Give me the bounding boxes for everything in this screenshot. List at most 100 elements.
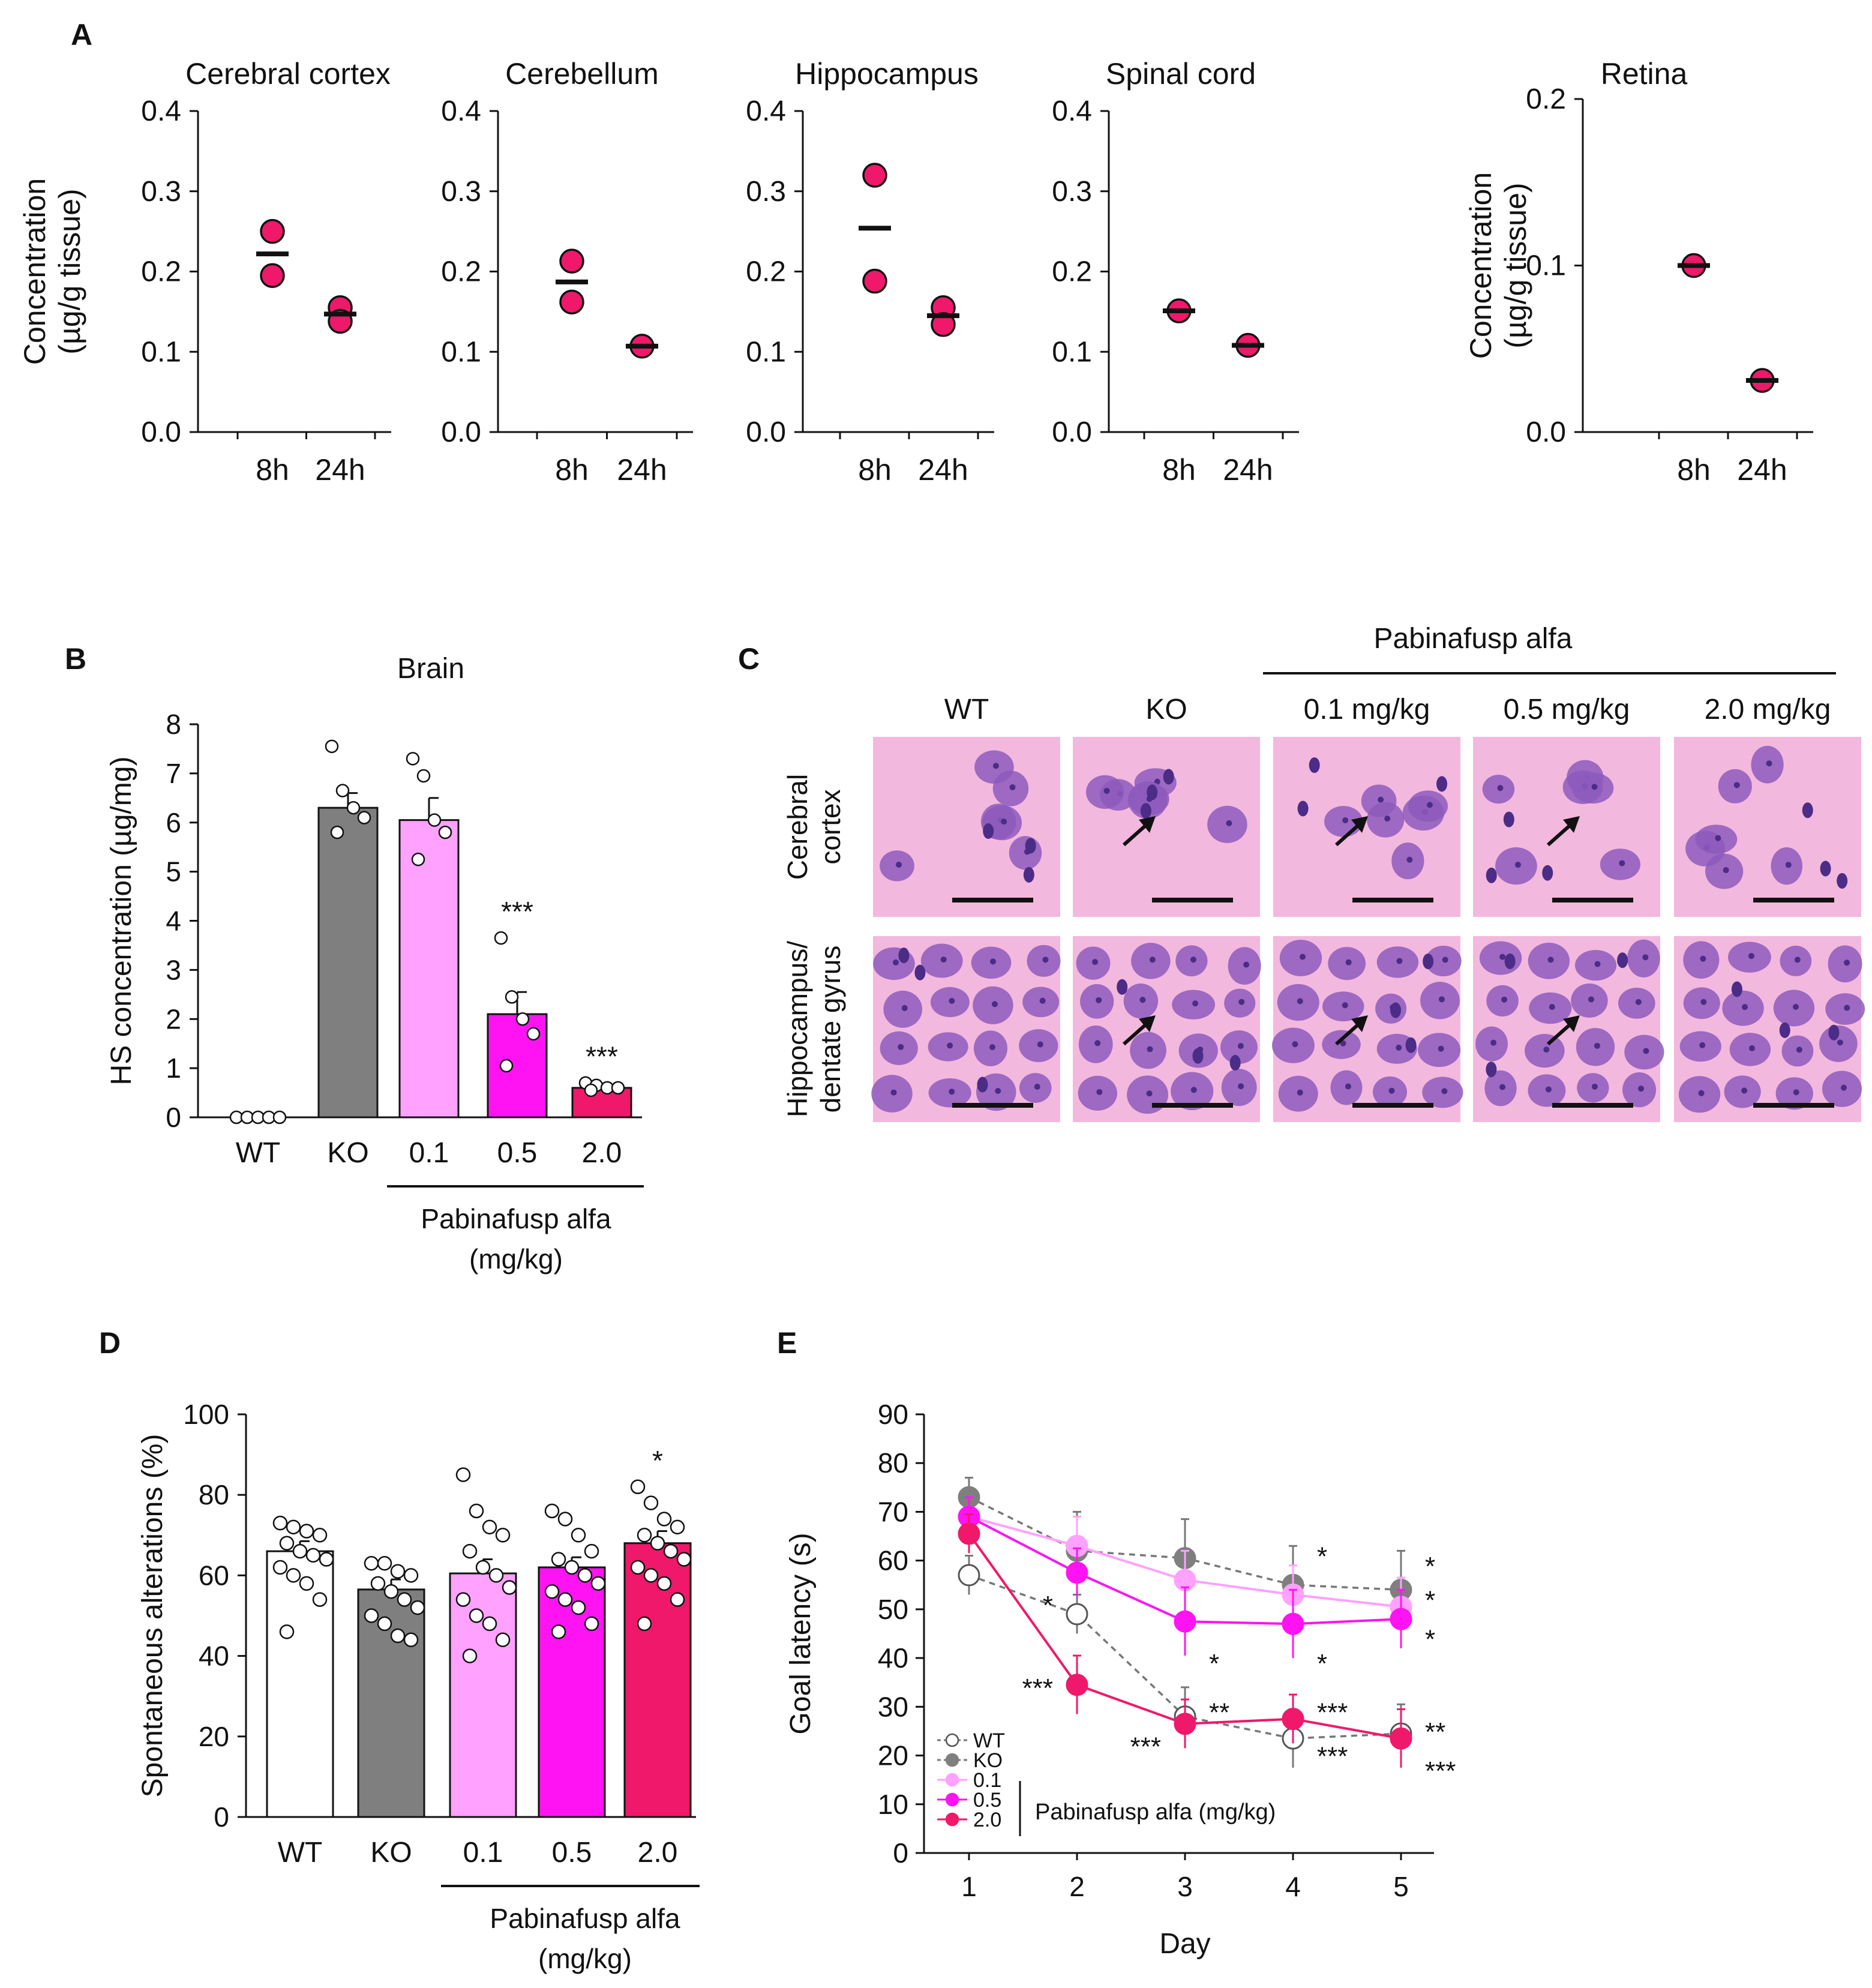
data-point: [630, 1479, 646, 1495]
nucleolus: [1642, 954, 1649, 961]
y-tick-label: 7: [166, 758, 181, 789]
panel-letter-e: E: [777, 1326, 797, 1360]
data-point: [577, 1568, 593, 1583]
y-tick-label: 20: [878, 1740, 908, 1771]
y-tick-label: 8: [166, 709, 181, 740]
y-tick-label: 1: [166, 1053, 181, 1084]
data-point: [571, 1528, 586, 1543]
data-point: [656, 1512, 672, 1527]
glial-nucleus: [1542, 865, 1553, 881]
x-tick-label: 0.5: [552, 1837, 592, 1869]
x-tick-label: 4: [1285, 1871, 1301, 1902]
x-tick-label: 8h: [555, 453, 589, 487]
histology-image-cortex-2: [1273, 737, 1460, 917]
y-tick-label: 90: [878, 1399, 908, 1430]
y-tick-label: 5: [166, 856, 181, 887]
arrow-head: [1563, 816, 1580, 833]
nucleolus: [1094, 1040, 1101, 1047]
significance-mark: ***: [1130, 1732, 1161, 1761]
y-tick-label: 2: [166, 1003, 181, 1035]
data-point: [1282, 1708, 1304, 1731]
nucleolus: [1149, 956, 1156, 963]
plot-title: Hippocampus: [795, 57, 979, 91]
nucleolus: [1785, 862, 1792, 868]
data-point: [403, 1568, 419, 1583]
histology-image-hippocampus-2: [1271, 936, 1463, 1122]
x-tick-label: WT: [236, 1137, 281, 1169]
nucleolus: [1547, 956, 1554, 963]
glial-nucleus: [1297, 800, 1309, 817]
panel-e-goal-latency-line-chart: 0 10 20 30 40 50 60 70 80 90 1 2 3 4 5 Day Goal latency …: [785, 1399, 1456, 1960]
data-point: [482, 1616, 497, 1632]
nucleolus: [1226, 820, 1232, 826]
series-2.0: [958, 1513, 1412, 1768]
x-axis-label: Day: [1159, 1928, 1210, 1960]
data-point: [557, 1592, 573, 1607]
data-point: [663, 1543, 679, 1559]
nucleolus: [898, 1044, 904, 1050]
data-point: [590, 1576, 606, 1591]
nucleolus: [1146, 1090, 1153, 1097]
data-point: [377, 1616, 392, 1632]
nucleolus: [1438, 996, 1445, 1003]
x-tick-label: 8h: [256, 453, 289, 487]
glial-nucleus: [1820, 860, 1831, 877]
nucleolus: [1192, 1000, 1199, 1007]
y-tick-label: 80: [878, 1447, 908, 1479]
histology-image-cortex-3: [1473, 737, 1660, 917]
nucleolus: [1442, 956, 1448, 963]
significance-mark: ***: [501, 896, 533, 927]
histology-row-label: dentate gyrus: [815, 946, 846, 1113]
y-tick-label: 0: [214, 1801, 229, 1833]
arrow-head: [1351, 1015, 1368, 1032]
nucleolus: [1190, 956, 1196, 963]
data-point: [559, 248, 584, 274]
glial-nucleus: [1486, 1062, 1497, 1078]
data-point: [495, 1528, 511, 1543]
glial-nucleus: [1802, 802, 1813, 818]
data-point: [427, 813, 442, 827]
plot-title: Retina: [1601, 57, 1688, 91]
panel-d-spontaneous-alterations-bar-chart: 0 20 40 60 80 100 Spontaneous alterations (%) W…: [137, 1399, 700, 1974]
nucleolus: [1441, 1088, 1448, 1095]
nucleolus: [1748, 1045, 1755, 1051]
plot-title: Cerebral cortex: [185, 57, 391, 91]
legend-marker: [945, 1812, 959, 1827]
nucleolus: [1766, 760, 1772, 767]
nucleolus: [1748, 953, 1754, 959]
x-tick-label: 24h: [617, 453, 667, 487]
data-point: [305, 1548, 321, 1563]
scatter-plot-3: 0.0 0.1 0.2 0.3 0.4 8h 24h Hippocampus: [746, 57, 994, 487]
data-point: [643, 1495, 659, 1510]
y-tick-label: 40: [878, 1642, 908, 1674]
data-point: [469, 1503, 484, 1519]
data-point: [515, 1012, 530, 1026]
data-point: [958, 1522, 980, 1545]
nucleolus: [1594, 1042, 1601, 1049]
y-tick-label: 0.0: [1052, 416, 1092, 448]
nucleolus: [1591, 784, 1598, 790]
data-point: [325, 739, 339, 754]
data-point: [630, 1560, 646, 1575]
nucleolus: [1794, 956, 1801, 963]
nucleolus: [1619, 860, 1625, 866]
data-point: [272, 1560, 288, 1575]
significance-mark: ***: [1022, 1674, 1053, 1703]
bar-KO: [317, 806, 379, 1119]
nucleolus: [1039, 997, 1046, 1004]
nucleolus: [1499, 953, 1506, 960]
data-point: [611, 1081, 625, 1095]
nucleolus: [1844, 959, 1850, 966]
data-point: [495, 1632, 511, 1648]
group-label: Pabinafusp alfa: [490, 1903, 680, 1934]
data-point: [364, 1608, 379, 1623]
bar-0.1: [398, 819, 460, 1119]
nucleolus: [1238, 999, 1245, 1005]
data-point: [462, 1648, 478, 1663]
histology-column-label: WT: [944, 694, 989, 725]
glial-nucleus: [1147, 784, 1158, 800]
y-tick-label: 0.1: [746, 336, 786, 368]
x-tick-label: KO: [370, 1837, 412, 1869]
data-point: [390, 1564, 406, 1579]
